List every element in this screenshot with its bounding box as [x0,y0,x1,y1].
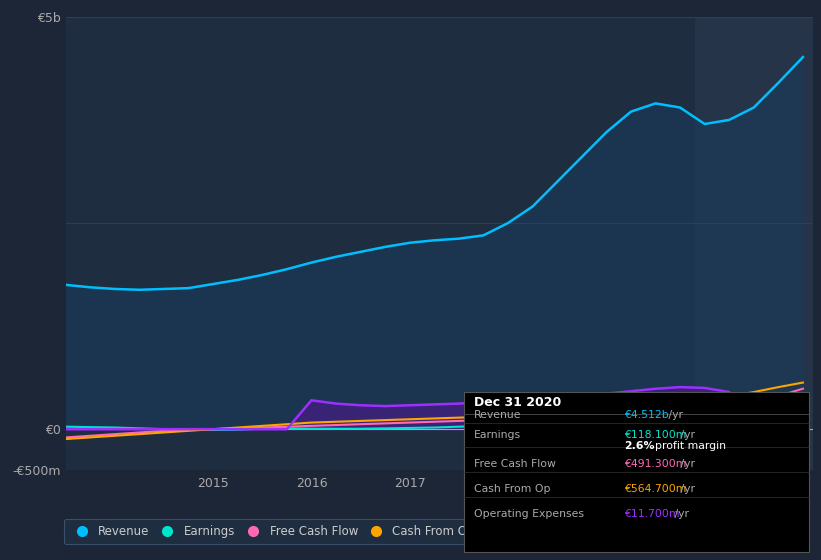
Text: €4.512b: €4.512b [624,410,669,420]
Text: /yr: /yr [677,430,695,440]
Text: profit margin: profit margin [655,441,726,451]
Legend: Revenue, Earnings, Free Cash Flow, Cash From Op, Operating Expenses: Revenue, Earnings, Free Cash Flow, Cash … [64,519,634,544]
Bar [695,17,813,470]
Text: €11.700m: €11.700m [624,508,680,519]
Text: Free Cash Flow: Free Cash Flow [474,459,556,469]
Text: /yr: /yr [677,459,695,469]
Text: Cash From Op: Cash From Op [474,484,550,494]
Text: /yr: /yr [672,508,690,519]
Text: Revenue: Revenue [474,410,521,420]
Text: Dec 31 2020: Dec 31 2020 [474,396,561,409]
Text: 2.6%: 2.6% [624,441,654,451]
Text: €118.100m: €118.100m [624,430,686,440]
Text: €491.300m: €491.300m [624,459,686,469]
Text: Operating Expenses: Operating Expenses [474,508,584,519]
Text: /yr: /yr [677,484,695,494]
Text: Earnings: Earnings [474,430,521,440]
Text: /yr: /yr [665,410,683,420]
Text: €564.700m: €564.700m [624,484,686,494]
